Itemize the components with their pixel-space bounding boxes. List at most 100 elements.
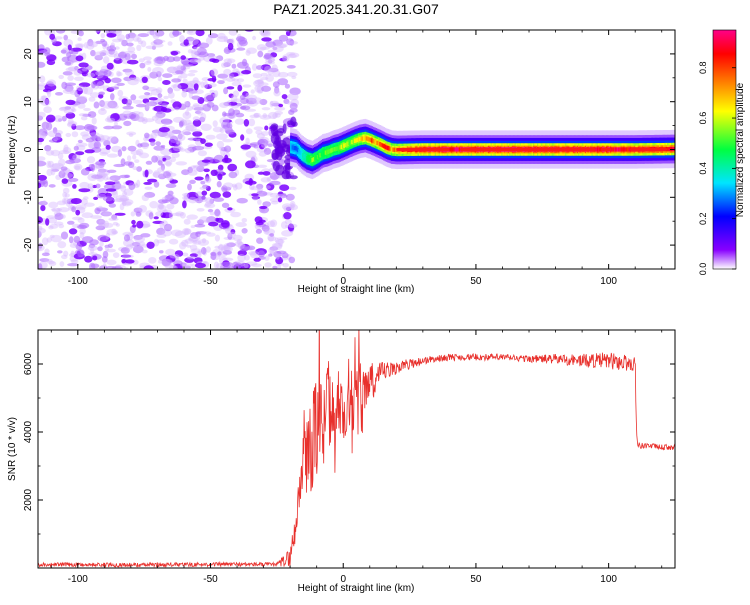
noise-blob bbox=[240, 106, 247, 110]
noise-blob bbox=[118, 51, 127, 59]
noise-blob bbox=[99, 135, 110, 141]
noise-blob bbox=[38, 156, 46, 162]
noise-blob bbox=[180, 55, 186, 60]
noise-blob bbox=[144, 191, 156, 198]
noise-blob bbox=[254, 79, 264, 85]
track-cell bbox=[299, 150, 302, 155]
noise-blob bbox=[63, 34, 68, 41]
noise-blob bbox=[115, 194, 128, 203]
noise-blob bbox=[204, 92, 216, 101]
track-cell bbox=[450, 147, 453, 152]
noise-blob bbox=[216, 36, 228, 43]
noise-blob bbox=[217, 32, 226, 40]
noise-blob bbox=[179, 35, 185, 43]
noise-blob bbox=[106, 248, 116, 253]
noise-blob bbox=[216, 140, 225, 149]
noise-blob bbox=[182, 200, 187, 209]
noise-blob bbox=[191, 104, 201, 111]
noise-blob bbox=[274, 237, 279, 243]
noise-blob bbox=[277, 71, 289, 78]
track-cell bbox=[449, 147, 452, 152]
noise-blob bbox=[223, 127, 232, 131]
noise-blob bbox=[78, 113, 88, 117]
noise-blob bbox=[136, 220, 144, 229]
noise-blob bbox=[71, 131, 79, 138]
noise-blob bbox=[272, 81, 280, 88]
noise-blob bbox=[121, 201, 132, 207]
noise-blob bbox=[75, 55, 84, 62]
track-cell bbox=[668, 147, 671, 152]
noise-blob bbox=[204, 84, 213, 89]
noise-blob bbox=[116, 34, 126, 41]
noise-blob bbox=[38, 225, 43, 231]
noise-blob bbox=[182, 263, 193, 268]
noise-blob bbox=[253, 79, 265, 87]
noise-blob bbox=[292, 121, 298, 127]
noise-blob bbox=[209, 69, 215, 77]
noise-blob bbox=[38, 263, 43, 269]
noise-blob bbox=[110, 93, 115, 101]
noise-blob bbox=[75, 142, 88, 147]
noise-blob bbox=[218, 243, 224, 252]
noise-blob bbox=[111, 38, 122, 43]
noise-blob bbox=[194, 110, 202, 114]
noise-blob bbox=[182, 227, 191, 236]
spectrogram-x-label: Height of straight line (km) bbox=[298, 284, 415, 295]
noise-blob bbox=[118, 197, 130, 202]
noise-blob bbox=[225, 242, 231, 248]
noise-blob bbox=[48, 225, 54, 230]
noise-blob bbox=[77, 37, 82, 42]
noise-blob bbox=[170, 156, 176, 162]
noise-blob bbox=[55, 30, 66, 34]
noise-blob bbox=[97, 165, 104, 173]
noise-blob bbox=[96, 81, 105, 89]
noise-blob bbox=[76, 144, 86, 151]
noise-blob bbox=[65, 159, 75, 165]
noise-blob bbox=[179, 241, 187, 250]
noise-blob bbox=[236, 47, 246, 51]
noise-blob bbox=[164, 134, 172, 139]
track-cell bbox=[290, 145, 292, 150]
snr-frame bbox=[37, 329, 676, 569]
noise-blob bbox=[227, 231, 237, 237]
noise-blob bbox=[169, 135, 178, 144]
noise-blob bbox=[95, 183, 101, 189]
noise-blob bbox=[80, 131, 89, 137]
noise-blob bbox=[103, 56, 110, 64]
noise-blob bbox=[224, 145, 232, 153]
noise-blob bbox=[136, 179, 141, 188]
noise-blob bbox=[69, 243, 78, 249]
noise-blob bbox=[268, 59, 273, 64]
noise-blob bbox=[231, 183, 238, 188]
noise-blob bbox=[145, 45, 157, 50]
noise-blob bbox=[128, 112, 137, 120]
noise-blob bbox=[205, 173, 210, 182]
noise-blob bbox=[129, 242, 138, 249]
noise-blob bbox=[232, 184, 238, 191]
noise-blob bbox=[201, 195, 206, 200]
noise-blob bbox=[219, 102, 229, 108]
x-tick-label: -50 bbox=[203, 276, 218, 287]
noise-blob bbox=[270, 219, 278, 228]
noise-blob bbox=[137, 33, 149, 38]
noise-blob bbox=[214, 245, 220, 249]
noise-blob bbox=[41, 121, 50, 130]
track-cell bbox=[327, 149, 330, 154]
noise-blob bbox=[287, 223, 295, 232]
noise-blob bbox=[56, 200, 67, 206]
noise-blob bbox=[234, 240, 243, 247]
track-cell bbox=[335, 146, 338, 151]
noise-blob bbox=[62, 187, 70, 194]
x-tick-label: -100 bbox=[68, 276, 88, 287]
noise-blob bbox=[196, 110, 204, 116]
noise-blob bbox=[73, 145, 79, 151]
noise-blob bbox=[185, 110, 190, 116]
noise-blob bbox=[186, 244, 192, 248]
noise-blob bbox=[58, 107, 68, 112]
noise-blob bbox=[199, 216, 210, 223]
track-cell bbox=[356, 137, 359, 143]
noise-blob bbox=[261, 131, 270, 136]
noise-blob bbox=[145, 160, 153, 165]
noise-blob bbox=[58, 118, 62, 122]
noise-blob bbox=[102, 101, 114, 109]
